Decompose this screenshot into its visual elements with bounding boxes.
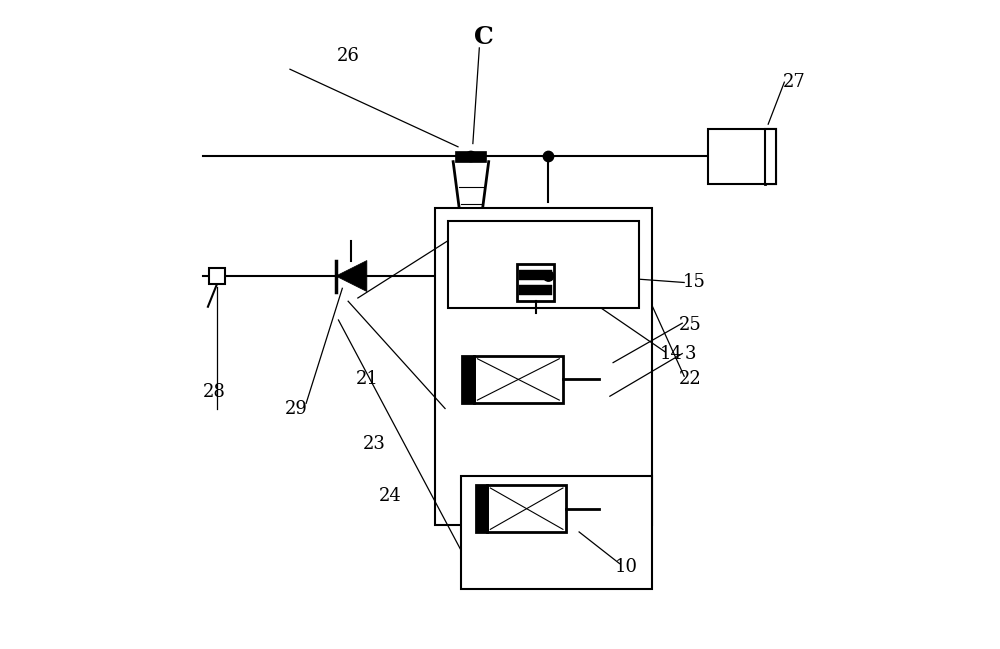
Bar (765, 129, 776, 184)
Circle shape (466, 151, 476, 162)
Text: 21: 21 (356, 371, 379, 389)
Bar (448, 221, 639, 308)
Bar (474, 356, 563, 402)
Text: 15: 15 (682, 273, 705, 291)
Circle shape (543, 271, 554, 281)
Text: 14: 14 (660, 345, 683, 363)
Circle shape (543, 151, 554, 162)
Text: 23: 23 (363, 435, 385, 453)
Bar (462, 356, 474, 402)
Bar (517, 263, 554, 301)
Text: C: C (474, 25, 494, 49)
Bar (455, 151, 486, 162)
Text: 28: 28 (203, 384, 226, 401)
Text: 29: 29 (285, 400, 308, 417)
Text: 25: 25 (679, 315, 702, 334)
Text: 3: 3 (685, 345, 696, 363)
Bar (476, 485, 487, 532)
Bar (487, 485, 566, 532)
Text: 27: 27 (783, 73, 805, 91)
Bar (435, 208, 652, 525)
Text: 22: 22 (679, 371, 702, 389)
Bar (209, 268, 225, 284)
Text: 10: 10 (615, 558, 638, 576)
Text: 24: 24 (379, 487, 402, 505)
Bar (519, 270, 552, 280)
Bar (519, 285, 552, 295)
Bar (461, 476, 652, 589)
Text: 26: 26 (337, 47, 360, 66)
Bar (708, 129, 776, 184)
Polygon shape (336, 260, 367, 291)
